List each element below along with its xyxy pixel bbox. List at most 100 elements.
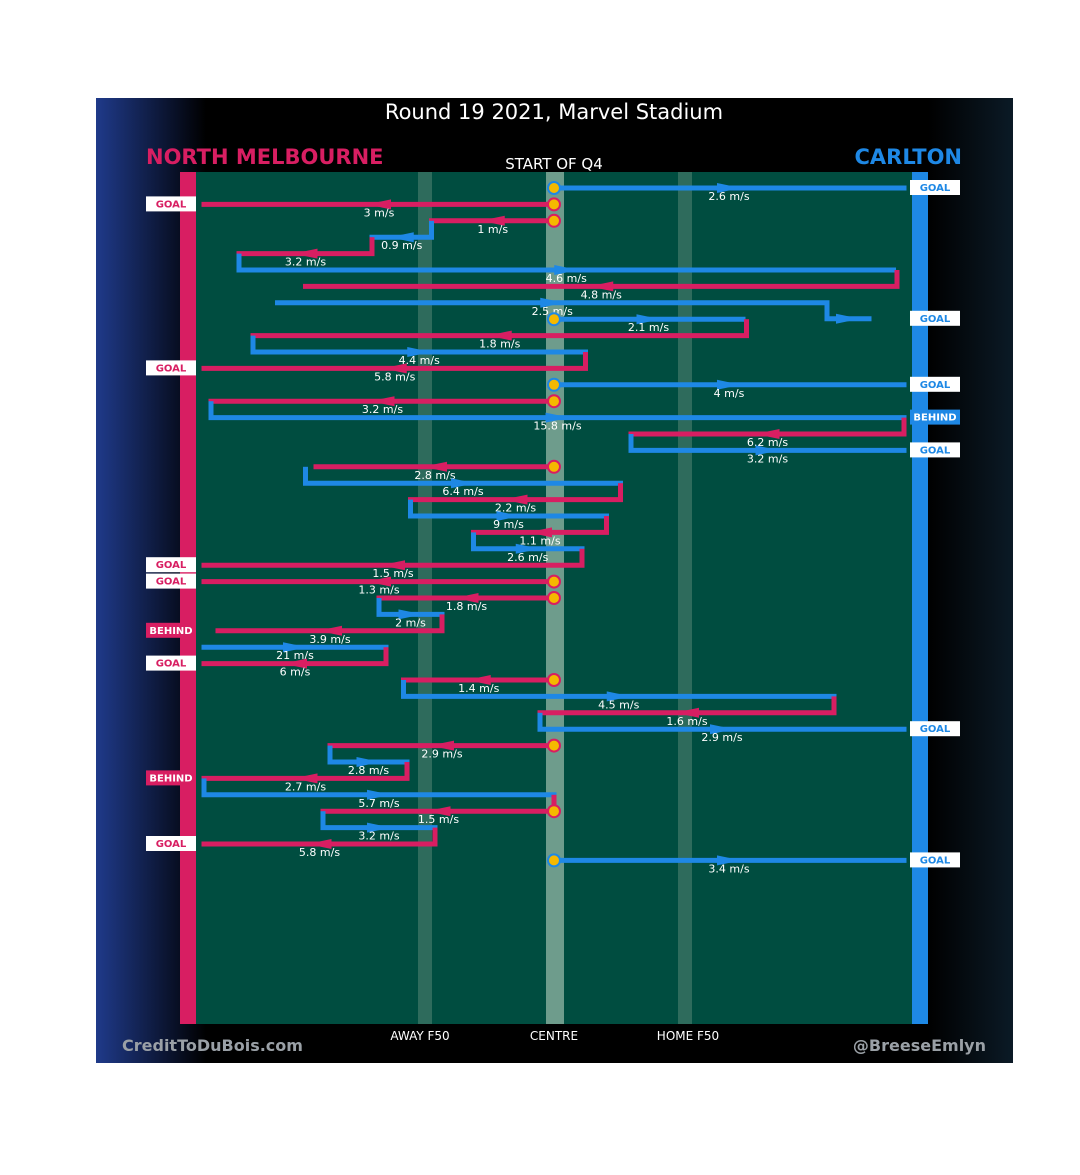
carlton-team-label: CARLTON [855,145,963,169]
chain-start-marker [547,853,561,868]
direction-arrow [466,675,491,685]
chart-title: Round 19 2021, Marvel Stadium [385,100,723,124]
direction-arrow [367,576,391,587]
outcome-label: GOAL [156,839,187,850]
chain-26: 2 m/s [376,598,445,629]
speed-label: 2.7 m/s [285,780,326,793]
chain-33: 2.9 m/s GOAL [537,712,960,744]
direction-arrow [717,855,741,866]
direction-arrow [367,822,391,833]
chain-11: 5.8 m/s GOAL [146,352,588,383]
chain-1: 3 m/s GOAL [146,196,561,219]
speed-label: 3.4 m/s [708,862,749,875]
speed-label: 1.1 m/s [519,534,560,547]
speed-label: 2.5 m/s [532,305,573,318]
direction-arrow [407,347,432,357]
speed-label: 21 m/s [276,649,314,662]
direction-arrow [545,412,570,423]
speed-label: 2.6 m/s [507,551,548,564]
direction-arrow [451,478,475,489]
speed-label: 5.8 m/s [299,846,340,859]
speed-label: 1.6 m/s [666,715,707,728]
direction-arrow [283,658,307,669]
chain-32: 1.6 m/s [537,696,837,728]
chain-start-marker [547,804,561,819]
chain-27: 3.9 m/s BEHIND [146,614,445,646]
chain-start-marker [547,377,561,392]
speed-label: 2.2 m/s [495,502,536,515]
outcome-label: GOAL [156,363,187,374]
direction-arrow [307,839,332,849]
outcome-badge [146,655,196,671]
chain-start-marker [547,459,561,474]
direction-arrow [496,511,521,521]
chains-layer: 2.6 m/s GOAL 3 m/s GOAL 1 m/s 0.9 m/s 3.2 m/s 4… [146,180,960,875]
north-team-label: NORTH MELBOURNE [146,145,384,169]
chain-16: 3.2 m/s GOAL [628,434,960,465]
direction-arrow [636,314,661,325]
outcome-label: BEHIND [149,773,192,784]
outcome-badge [910,721,960,737]
speed-label: 6.4 m/s [442,485,483,498]
outcome-label: GOAL [920,855,951,866]
direction-arrow [367,789,391,800]
home-f50-line [678,172,692,1024]
chain-7: 2.5 m/s GOAL [275,297,960,326]
chain-37: 5.7 m/s [201,778,557,810]
speed-label: 3.9 m/s [309,633,350,646]
chain-start-marker [547,213,561,228]
speed-label: 3.2 m/s [285,256,326,269]
chain-12: 4 m/s GOAL [547,376,960,400]
direction-arrow [487,330,512,341]
chain-24: 1.3 m/s GOAL [146,573,561,597]
direction-arrow [454,593,479,603]
chain-start-marker [547,181,561,195]
direction-arrow [554,265,579,275]
chain-29: 6 m/s GOAL [146,647,389,679]
outcome-badge [146,573,196,589]
outcome-badge [910,310,960,326]
direction-arrow [540,297,565,308]
speed-label: 1.8 m/s [479,338,520,351]
chain-41: 3.4 m/s GOAL [547,852,960,875]
chain-start-marker [547,197,561,212]
right-credit: @BreeseEmlyn [853,1036,986,1055]
chain-28: 21 m/s [201,642,389,662]
speed-label: 4 m/s [714,387,745,400]
direction-arrow [755,429,780,439]
direction-arrow [503,494,528,505]
speed-label: 15.8 m/s [533,420,581,433]
direction-arrow [426,806,451,817]
outcome-badge [146,770,196,786]
outcome-label: BEHIND [913,413,956,424]
chain-21: 1.1 m/s [471,516,609,547]
outcome-badge [910,409,960,425]
right-gradient-panel [928,98,1013,1063]
chain-18: 6.4 m/s [303,466,623,498]
speed-label: 2.9 m/s [701,731,742,744]
chain-start-marker [547,312,561,327]
direction-arrow [717,183,741,193]
speed-label: 4.6 m/s [546,272,587,285]
chain-15: 6.2 m/s [628,417,907,449]
chain-25: 1.8 m/s [376,591,561,613]
chain-23: 1.5 m/s GOAL [146,548,585,580]
direction-arrow [398,609,423,620]
chain-5: 4.6 m/s [236,253,896,285]
outcome-badge [146,836,196,851]
speed-label: 1.5 m/s [418,813,459,826]
direction-arrow [318,625,342,636]
direction-arrow [675,707,699,718]
chain-36: 2.7 m/s BEHIND [146,762,410,793]
outcome-label: BEHIND [149,626,192,637]
outcome-badge [910,442,960,458]
chain-start-marker [547,673,561,687]
speed-label: 2.1 m/s [628,321,669,334]
direction-arrow [370,396,395,407]
direction-arrow [515,543,540,554]
speed-label: 6.2 m/s [747,436,788,449]
chain-2: 1 m/s [429,213,561,236]
outcome-label: GOAL [920,724,951,735]
direction-arrow [381,560,405,571]
chain-17: 2.8 m/s [313,459,561,482]
